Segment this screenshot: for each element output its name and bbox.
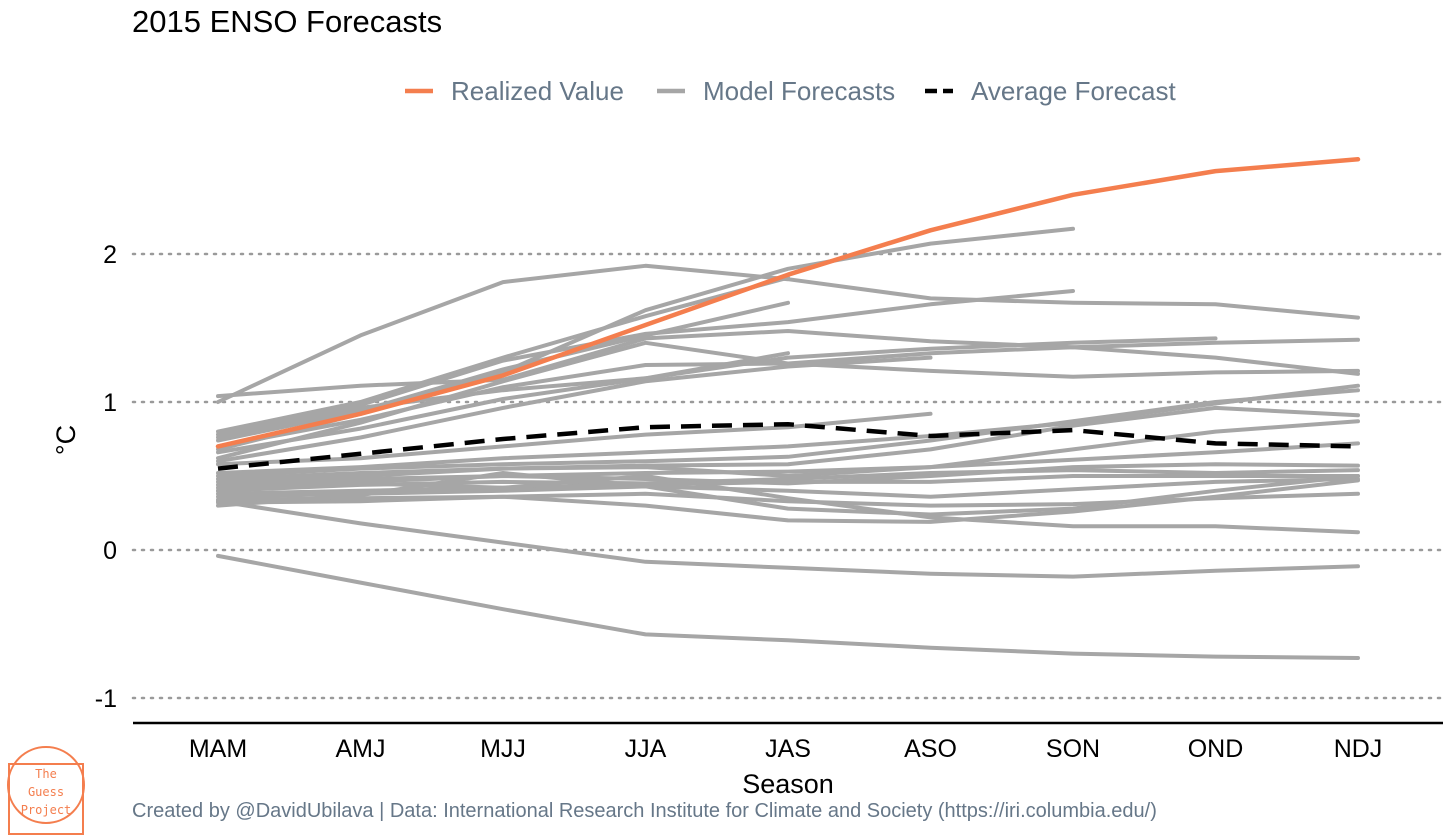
model-forecast-line xyxy=(216,351,790,440)
realized-value-line xyxy=(215,157,1361,449)
x-tick-label: JJA xyxy=(625,735,667,763)
guess-project-logo: The Guess Project xyxy=(7,746,85,835)
model-forecast-line xyxy=(216,419,1360,484)
average-forecast-line xyxy=(217,421,1359,471)
model-forecast-line xyxy=(216,355,933,464)
legend: Realized Value Model Forecasts Average For… xyxy=(405,76,1177,106)
x-tick-label: SON xyxy=(1046,735,1100,763)
legend-label-model: Model Forecasts xyxy=(703,76,895,106)
x-tick-label: NDJ xyxy=(1334,735,1383,763)
svg-text:Project: Project xyxy=(21,803,72,817)
svg-text:Guess: Guess xyxy=(28,785,64,799)
x-tick-label: OND xyxy=(1188,735,1244,763)
y-tick-label: -1 xyxy=(95,685,117,713)
model-forecast-line xyxy=(216,300,790,443)
realized-value-line-group xyxy=(215,157,1361,449)
y-axis-title: °C xyxy=(51,425,81,455)
model-forecast-line xyxy=(216,499,1360,579)
y-tick-label: 2 xyxy=(103,241,117,269)
model-forecast-line xyxy=(216,383,1360,475)
model-forecast-lines xyxy=(216,226,1360,660)
x-tick-label: AMJ xyxy=(336,735,386,763)
model-forecast-line xyxy=(216,263,1360,404)
axes: -1 0 1 2 MAM AMJ MJJ JJA JAS ASO SON OND NDJ Season °C xyxy=(51,241,1443,799)
x-tick-label: MJJ xyxy=(480,735,526,763)
x-tick-label: ASO xyxy=(904,735,957,763)
x-tick-label: MAM xyxy=(189,735,247,763)
model-forecast-line xyxy=(216,553,1360,660)
model-forecast-line xyxy=(216,329,1360,399)
y-tick-label: 1 xyxy=(103,389,117,417)
legend-label-realized: Realized Value xyxy=(451,76,624,106)
model-forecast-line xyxy=(216,474,1360,535)
chart-canvas: Realized Value Model Forecasts Average For… xyxy=(51,76,1445,799)
model-forecast-line xyxy=(216,275,790,434)
model-forecast-line xyxy=(216,477,1360,499)
model-forecast-line xyxy=(216,471,1360,517)
x-tick-label: JAS xyxy=(765,735,811,763)
x-axis-title: Season xyxy=(742,769,834,799)
average-forecast-line-group xyxy=(217,421,1359,471)
svg-text:The: The xyxy=(35,767,57,781)
y-tick-label: 0 xyxy=(103,537,117,565)
model-forecast-line xyxy=(216,345,1360,449)
chart-title: 2015 ENSO Forecasts xyxy=(132,4,443,39)
legend-label-average: Average Forecast xyxy=(971,76,1177,106)
model-forecast-line xyxy=(216,336,1218,455)
model-forecast-line xyxy=(216,388,1360,478)
caption: Created by @DavidUbilava | Data: Interna… xyxy=(132,800,1157,822)
model-forecast-line xyxy=(216,478,1360,524)
